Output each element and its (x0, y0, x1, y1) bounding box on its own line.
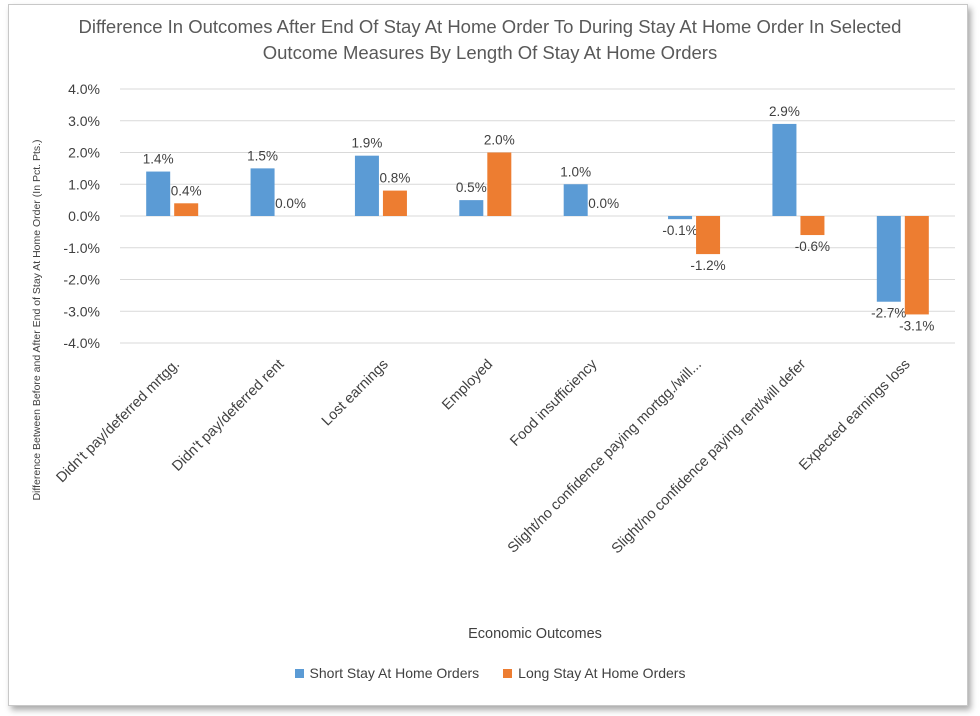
data-label: -0.1% (662, 223, 697, 238)
y-tick-label: 1.0% (68, 176, 100, 192)
bar-long (487, 152, 512, 216)
data-label: -3.1% (899, 318, 934, 333)
legend-label: Long Stay At Home Orders (518, 665, 686, 681)
bar-short (668, 216, 693, 220)
x-tick-label: Expected earnings loss (796, 357, 913, 474)
x-axis-label: Economic Outcomes (468, 626, 602, 642)
data-label: 2.9% (769, 104, 800, 119)
y-tick-label: 2.0% (68, 145, 100, 161)
bar-short (146, 171, 171, 216)
bar-long (174, 203, 199, 216)
x-tick-label: Slight/no confidence paying rent/will de… (609, 356, 810, 557)
x-tick-label: Employed (439, 357, 496, 414)
bar-short (772, 123, 797, 216)
bar-long (800, 216, 825, 236)
y-tick-label: -2.0% (63, 272, 100, 288)
bar-long (382, 190, 407, 216)
x-tick-label: Lost earnings (319, 357, 392, 430)
y-tick-label: 3.0% (68, 113, 100, 129)
data-label: 1.5% (247, 148, 278, 163)
bar-short (876, 216, 901, 302)
bar-short (459, 200, 484, 216)
legend-item: Long Stay At Home Orders (503, 665, 685, 681)
data-label: -2.7% (871, 306, 906, 321)
bar-short (354, 155, 379, 216)
data-label: 0.0% (588, 196, 619, 211)
data-label: 0.0% (275, 196, 306, 211)
legend-item: Short Stay At Home Orders (294, 665, 480, 681)
x-tick-label: Didn't pay/deferred rent (169, 357, 287, 475)
y-tick-label: -1.0% (63, 240, 100, 256)
chart-title: Difference In Outcomes After End Of Stay… (78, 16, 902, 63)
data-label: 0.5% (456, 180, 487, 195)
data-label: 0.8% (380, 171, 411, 186)
bar-short (563, 184, 588, 216)
x-tick-label: Didn't pay/deferred mrtgg. (53, 357, 183, 487)
y-tick-label: -3.0% (63, 303, 100, 319)
bar-short (250, 168, 275, 216)
data-label: 2.0% (484, 133, 515, 148)
y-axis-label: Difference Between Before and After End … (31, 139, 43, 500)
y-tick-label: 4.0% (68, 81, 100, 97)
y-tick-label: -4.0% (63, 335, 100, 351)
y-tick-label: 0.0% (68, 208, 100, 224)
data-label: 0.4% (171, 183, 202, 198)
bar-long (696, 216, 721, 255)
data-label: 1.4% (143, 152, 174, 167)
data-label: -0.6% (795, 239, 830, 254)
x-tick-label: Slight/no confidence paying mortgg./will… (505, 357, 705, 557)
legend-swatch (503, 668, 513, 678)
data-label: 1.9% (352, 136, 383, 151)
legend: Short Stay At Home Orders Long Stay At Ho… (0, 665, 980, 681)
legend-swatch (294, 668, 304, 678)
data-label: 1.0% (560, 164, 591, 179)
data-label: -1.2% (690, 258, 725, 273)
bar-long (904, 216, 929, 315)
legend-label: Short Stay At Home Orders (309, 665, 480, 681)
x-tick-label: Food insufficiency (507, 356, 601, 450)
